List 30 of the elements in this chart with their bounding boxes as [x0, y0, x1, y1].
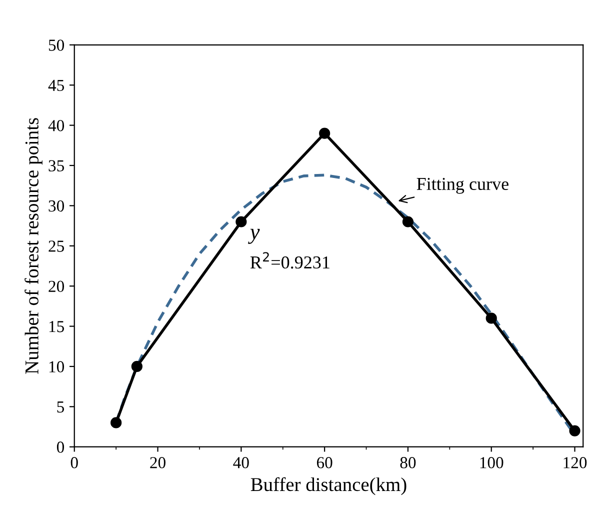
x-tick-label: 40 [233, 457, 249, 468]
y-tick-label: 15 [49, 321, 64, 332]
y-tick-label: 5 [57, 402, 64, 413]
point [110, 417, 122, 428]
y-tick-label: 20 [48, 280, 64, 292]
annotation: y [248, 228, 260, 244]
x-tick-label: 0 [70, 457, 78, 468]
annotation: Fitting curve [416, 178, 508, 194]
x-tick-label: 120 [564, 457, 587, 468]
point [569, 425, 580, 436]
y-tick-label: 45 [48, 80, 64, 92]
x-tick-label: 60 [316, 457, 332, 468]
y-tick-label: 0 [56, 442, 64, 453]
y-tick-label: 40 [48, 120, 64, 132]
x-tick-label: 20 [150, 457, 166, 468]
y-tick-label: 35 [48, 160, 64, 172]
point [131, 360, 142, 372]
annotation: R$^{2}$=0.9231 [250, 252, 330, 269]
point [236, 216, 247, 228]
y-tick-label: 30 [48, 200, 64, 212]
y-tick-label: 50 [48, 40, 64, 51]
point [486, 312, 497, 324]
point [319, 128, 330, 139]
y-tick-label: 10 [49, 361, 64, 372]
point [402, 216, 414, 228]
y-axis-title: Number of forest resource points [24, 118, 42, 374]
x-axis-title: Buffer distance(km) [250, 477, 406, 496]
x-tick-label: 80 [400, 457, 416, 468]
y-tick-label: 25 [48, 240, 64, 252]
x-tick-label: 100 [480, 457, 504, 468]
